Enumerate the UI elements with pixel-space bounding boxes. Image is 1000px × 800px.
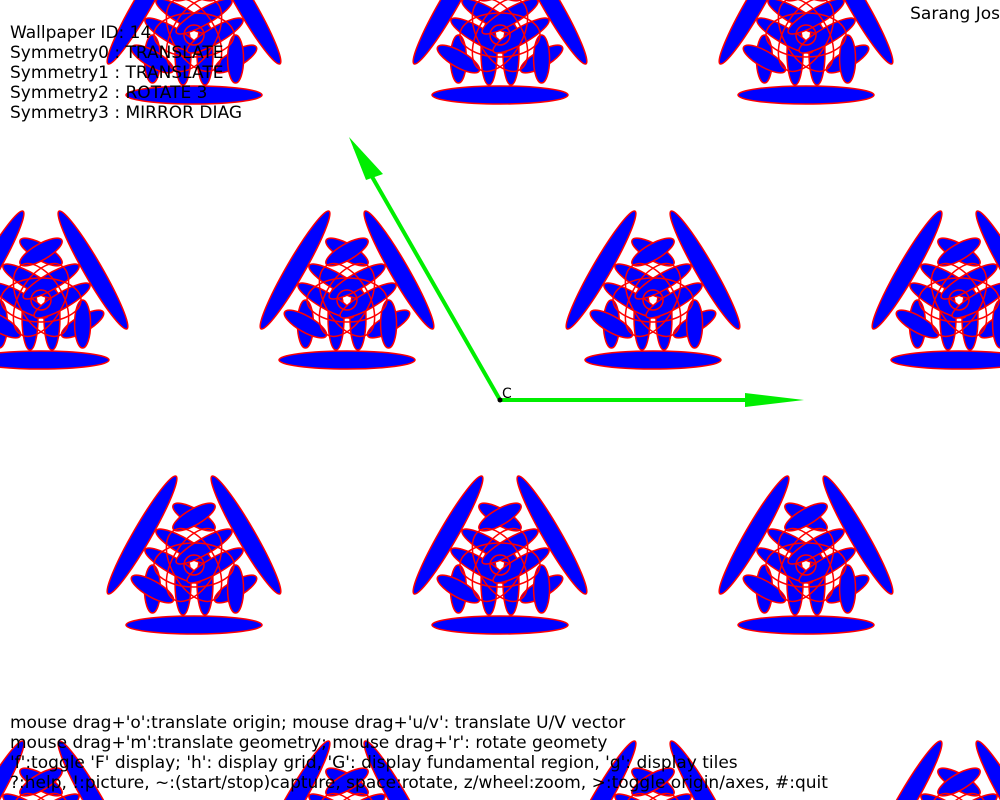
symmetry-info-panel: Wallpaper ID: 14 Symmetry0 : TRANSLATE Sym… [10,23,242,123]
help-line: mouse drag+'m':translate geometry; mouse… [10,733,608,753]
help-line: ?:help, !:picture, ~:(start/stop)capture… [10,773,828,793]
origin-label: C [502,386,512,402]
symmetry-info-line: Symmetry2 : ROTATE 3 [10,83,208,103]
motif-tile [711,470,901,635]
v-vector-line[interactable] [353,146,502,401]
motif-tile [558,205,748,370]
axis-vectors[interactable]: C [349,137,804,407]
help-line: 'f':toggle 'F' display; 'h': display gri… [10,753,738,773]
symmetry-info-line: Symmetry0 : TRANSLATE [10,43,224,63]
motif-tile [864,735,1000,800]
author-credit: Sarang Jos [910,4,1000,24]
symmetry-info-line: Wallpaper ID: 14 [10,23,152,43]
motif-tile [99,470,289,635]
origin-point[interactable] [497,397,503,403]
v-vector-arrowhead[interactable] [349,137,383,180]
motif-tile [711,0,901,105]
symmetry-info-line: Symmetry1 : TRANSLATE [10,63,224,83]
motif-tile [864,205,1000,370]
help-line: mouse drag+'o':translate origin; mouse d… [10,713,626,733]
u-vector-arrowhead[interactable] [745,393,804,407]
help-text-panel: mouse drag+'o':translate origin; mouse d… [10,713,828,793]
motif-tile [405,470,595,635]
motif-tile [405,0,595,105]
motif-tile [252,205,442,370]
symmetry-info-line: Symmetry3 : MIRROR DIAG [10,103,243,123]
motif-tile [0,205,136,370]
